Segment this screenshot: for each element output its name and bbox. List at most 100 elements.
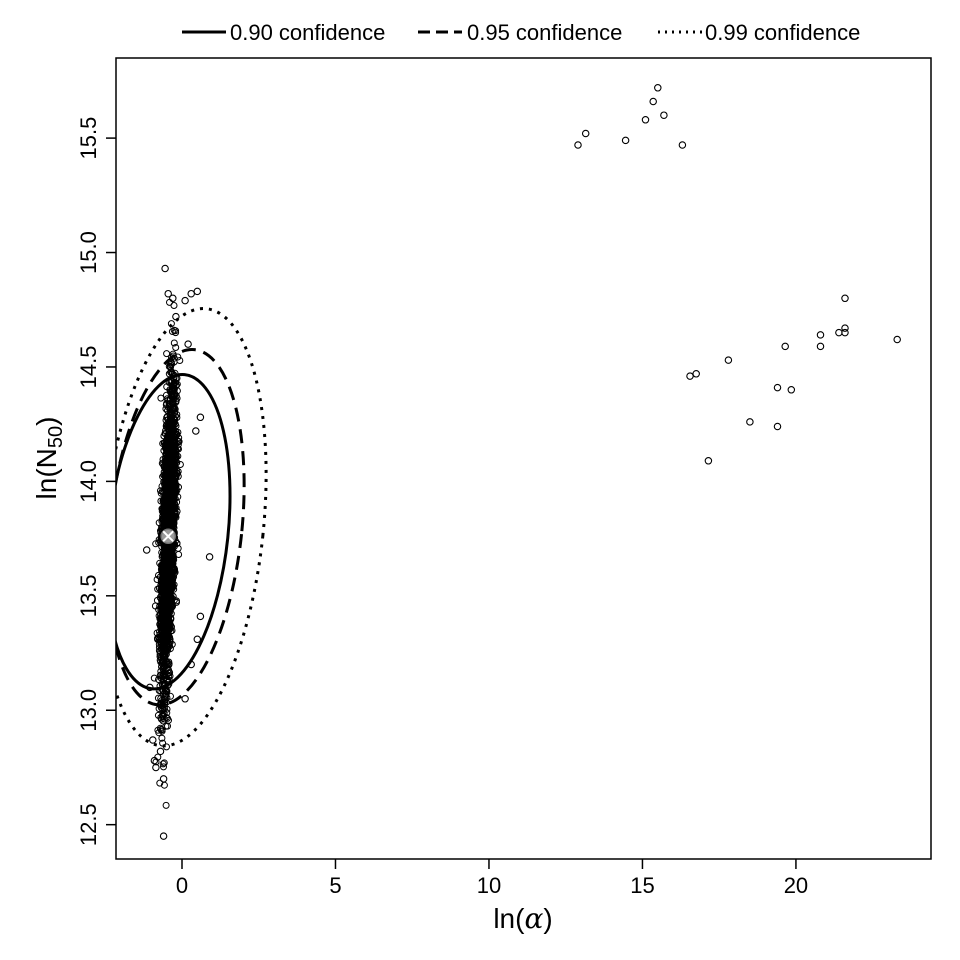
y-tick-label: 13.5 xyxy=(76,574,101,617)
bootstrap-point xyxy=(170,395,178,403)
bootstrap-point xyxy=(169,495,177,503)
data-point xyxy=(192,427,200,435)
bootstrap-point xyxy=(158,635,166,643)
data-point xyxy=(581,129,590,138)
bootstrap-point xyxy=(165,595,173,603)
bootstrap-point xyxy=(163,350,171,358)
bootstrap-point xyxy=(169,474,177,482)
data-point xyxy=(187,289,195,298)
bootstrap-point xyxy=(150,674,158,682)
data-point xyxy=(660,111,668,119)
bootstrap-point xyxy=(159,739,167,747)
bootstrap-point xyxy=(170,339,178,347)
bootstrap-point xyxy=(164,586,172,594)
data-point xyxy=(205,553,214,561)
bootstrap-point xyxy=(165,497,173,505)
data-point xyxy=(181,695,189,703)
bootstrap-point xyxy=(161,674,168,681)
legend-label-099: 0.99 confidence xyxy=(705,20,860,45)
bootstrap-point xyxy=(166,554,174,562)
bootstrap-point xyxy=(163,597,171,604)
bootstrap-point xyxy=(163,687,171,695)
bootstrap-point xyxy=(153,596,161,604)
legend: 0.90 confidence 0.95 confidence 0.99 con… xyxy=(182,20,860,45)
bootstrap-point xyxy=(164,568,172,576)
bootstrap-point xyxy=(167,418,175,426)
best-fit-marker xyxy=(160,528,176,545)
bootstrap-point xyxy=(161,624,169,632)
x-tick-label: 10 xyxy=(477,873,501,898)
data-point xyxy=(893,335,901,344)
bootstrap-point xyxy=(158,697,166,704)
bootstrap-point xyxy=(170,385,178,393)
bootstrap-point xyxy=(168,516,176,524)
bootstrap-point xyxy=(166,638,174,646)
data-point xyxy=(841,328,849,337)
bootstrap-point xyxy=(162,422,170,430)
bootstrap-point xyxy=(170,581,178,589)
y-tick-label: 14.0 xyxy=(76,460,101,503)
x-tick-label: 20 xyxy=(784,873,808,898)
bootstrap-point xyxy=(152,758,160,766)
data-point xyxy=(773,422,782,431)
bootstrap-point xyxy=(169,400,177,408)
bootstrap-point xyxy=(163,563,171,570)
bootstrap-point xyxy=(166,298,173,306)
data-point xyxy=(724,356,733,364)
bootstrap-point xyxy=(168,328,176,335)
y-tick-label: 15.5 xyxy=(76,117,101,160)
x-tick-label: 15 xyxy=(630,873,654,898)
bootstrap-point xyxy=(173,540,181,547)
bootstrap-point xyxy=(165,400,173,408)
bootstrap-point xyxy=(170,499,178,507)
bootstrap-point xyxy=(174,444,182,452)
data-point xyxy=(704,457,713,465)
data-point xyxy=(816,342,825,351)
bootstrap-point xyxy=(166,438,174,446)
data-point xyxy=(193,287,202,296)
bootstrap-point xyxy=(159,672,167,680)
bootstrap-point xyxy=(165,716,172,724)
bootstrap-point xyxy=(162,495,170,503)
y-tick-label: 15.0 xyxy=(76,231,101,274)
bootstrap-point xyxy=(160,569,168,577)
data-point xyxy=(621,136,630,145)
bootstrap-point xyxy=(158,734,166,742)
data-point xyxy=(193,635,202,644)
bootstrap-point xyxy=(161,516,169,524)
bootstrap-point xyxy=(159,585,167,593)
data-point xyxy=(773,383,782,392)
data-point xyxy=(654,84,662,92)
alpha-symbol: α xyxy=(524,902,543,935)
data-point xyxy=(156,747,165,756)
bootstrap-point xyxy=(166,426,174,434)
bootstrap-point xyxy=(155,584,163,592)
bootstrap-point xyxy=(161,602,169,610)
bootstrap-point xyxy=(170,524,178,532)
bootstrap-point xyxy=(161,578,169,586)
bootstrap-point xyxy=(167,368,175,376)
bootstrap-point xyxy=(168,585,176,593)
x-axis-label: ln(α) xyxy=(493,902,552,935)
data-point xyxy=(692,370,700,378)
y-tick-label: 12.5 xyxy=(76,803,101,846)
bootstrap-point xyxy=(161,705,168,713)
bootstrap-point xyxy=(170,409,178,417)
data-point xyxy=(835,328,843,337)
bootstrap-point xyxy=(157,394,165,402)
bootstrap-point xyxy=(157,592,165,600)
bootstrap-point xyxy=(162,690,170,698)
bootstrap-point xyxy=(163,658,171,666)
bootstrap-point xyxy=(173,507,181,515)
data-point xyxy=(169,294,177,303)
data-point xyxy=(574,141,582,149)
bootstrap-point xyxy=(158,727,166,735)
bootstrap-point xyxy=(172,422,180,430)
y-tick-label: 14.5 xyxy=(76,346,101,389)
bootstrap-point xyxy=(163,498,171,506)
bootstrap-point xyxy=(165,669,173,677)
bootstrap-point xyxy=(173,486,181,494)
bootstrap-point xyxy=(166,596,174,604)
bootstrap-point xyxy=(162,801,170,809)
